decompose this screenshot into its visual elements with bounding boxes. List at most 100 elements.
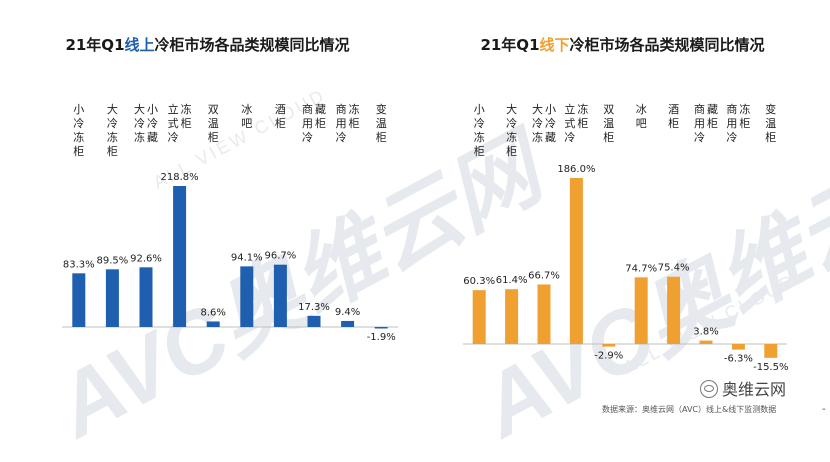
data-label-6: 94.1%: [231, 252, 263, 263]
category-char: 冻: [577, 102, 588, 116]
bar-8: [307, 315, 321, 327]
category-char: 柜: [739, 117, 750, 130]
category-char: 柜: [315, 117, 326, 130]
category-char: 冷: [545, 117, 556, 130]
category-char: 双: [208, 103, 219, 116]
bar-6: [634, 277, 648, 344]
category-label-1: 小冷冻柜: [73, 103, 84, 158]
category-char: 商: [694, 102, 705, 116]
category-char: 小: [73, 103, 84, 116]
bar-6: [240, 266, 254, 327]
data-label-7: 96.7%: [265, 251, 297, 262]
category-label-3: 大冷冻 小冷藏: [134, 102, 158, 144]
category-char: 商: [726, 102, 737, 116]
data-label-8: 17.3%: [298, 302, 330, 313]
bar-3: [139, 267, 153, 327]
category-char: 小: [147, 103, 158, 116]
category-char: 冻: [506, 130, 517, 144]
bar-4: [569, 178, 583, 344]
data-label-5: 8.6%: [200, 307, 225, 318]
data-label-9: -6.3%: [724, 354, 753, 365]
data-label-6: 74.7%: [625, 263, 657, 274]
category-text: 商用冷 藏柜: [694, 102, 718, 144]
category-char: 立: [168, 102, 179, 116]
category-char: 藏: [545, 131, 556, 144]
category-text: 变温柜: [376, 102, 387, 144]
category-label-10: 变温柜: [765, 102, 776, 144]
category-text: 大冷冻 小冷藏: [532, 102, 556, 144]
category-label-8: 商用冷 藏柜: [302, 102, 326, 144]
bar-7: [273, 264, 287, 327]
category-char: 变: [765, 102, 776, 116]
bar-4: [173, 186, 187, 327]
category-label-6: 冰吧: [636, 103, 647, 130]
data-label-2: 89.5%: [97, 255, 129, 266]
category-char: 式: [564, 117, 575, 130]
category-text: 酒柜: [668, 103, 679, 130]
online-chart-title: 21年Q1线上冷柜市场各品类规模同比情况: [0, 34, 415, 55]
category-char: 用: [302, 117, 313, 130]
category-char: 藏: [147, 131, 158, 144]
category-char: 冻: [107, 130, 118, 144]
bar-7: [667, 276, 681, 344]
category-char: 柜: [765, 131, 776, 144]
category-char: 商: [336, 102, 347, 116]
data-source-note: 数据来源：奥维云网（AVC）线上&线下监测数据: [602, 405, 777, 414]
category-text: 双温柜: [208, 103, 219, 144]
category-char: 柜: [668, 117, 679, 130]
category-char: 大: [506, 102, 517, 116]
category-label-8: 商用冷 藏柜: [694, 102, 718, 144]
data-label-4: 218.8%: [161, 172, 199, 183]
category-label-2: 大冷冻柜: [107, 102, 118, 158]
data-label-9: 9.4%: [335, 307, 360, 318]
category-char: 用: [726, 117, 737, 130]
bar-10: [764, 344, 778, 358]
category-text: 大冷冻 小冷藏: [134, 102, 158, 144]
data-label-1: 60.3%: [463, 276, 495, 287]
data-label-3: 66.7%: [528, 270, 560, 281]
category-text: 商用冷 藏柜: [302, 102, 326, 144]
category-char: 冻: [134, 130, 145, 144]
category-label-7: 酒柜: [275, 103, 286, 130]
category-char: 柜: [208, 131, 219, 144]
category-text: 小冷冻柜: [73, 103, 84, 158]
category-text: 大冷冻柜: [107, 102, 118, 158]
category-char: 冷: [336, 131, 347, 144]
data-label-4: 186.0%: [557, 164, 595, 175]
category-char: 吧: [241, 117, 252, 130]
category-char: 小: [474, 103, 485, 116]
category-char: 冷: [726, 131, 737, 144]
category-char: 冻: [739, 102, 750, 116]
offline-bar-chart: 60.3%小冷冻柜61.4%大冷冻柜66.7%大冷冻小冷藏186.0%立式冷冻柜…: [463, 102, 788, 373]
wechat-icon: [700, 380, 718, 398]
category-char: 变: [376, 102, 387, 116]
category-char: 式: [168, 117, 179, 130]
title-highlight: 线上: [124, 36, 155, 54]
category-char: 冷: [147, 117, 158, 130]
category-char: 酒: [275, 103, 286, 116]
category-label-6: 冰吧: [241, 103, 252, 130]
category-label-9: 商用冷 冻柜: [726, 102, 750, 144]
category-char: 冷: [168, 131, 179, 144]
category-char: 商: [302, 102, 313, 116]
category-char: 温: [376, 117, 387, 130]
category-char: 藏: [707, 103, 718, 116]
category-char: 冷: [564, 131, 575, 144]
bar-2: [505, 289, 519, 344]
category-label-4: 立式冷 冻柜: [564, 102, 588, 144]
category-char: 冷: [694, 131, 705, 144]
category-char: 冻: [532, 130, 543, 144]
category-text: 商用冷 冻柜: [726, 102, 750, 144]
category-char: 柜: [474, 145, 485, 158]
offline-chart-title: 21年Q1线下冷柜市场各品类规模同比情况: [415, 34, 830, 55]
bar-1: [72, 273, 86, 327]
brand-watermark: 奥维云网: [700, 376, 786, 400]
category-char: 小: [545, 103, 556, 116]
data-label-3: 92.6%: [130, 253, 162, 264]
category-char: 柜: [349, 117, 360, 130]
online-bar-chart: 83.3%小冷冻柜89.5%大冷冻柜92.6%大冷冻小冷藏218.8%立式冷冻柜…: [62, 102, 398, 343]
bar-5: [602, 344, 616, 347]
data-label-5: -2.9%: [594, 351, 623, 362]
category-label-2: 大冷冻柜: [506, 102, 517, 158]
category-char: 柜: [107, 145, 118, 158]
